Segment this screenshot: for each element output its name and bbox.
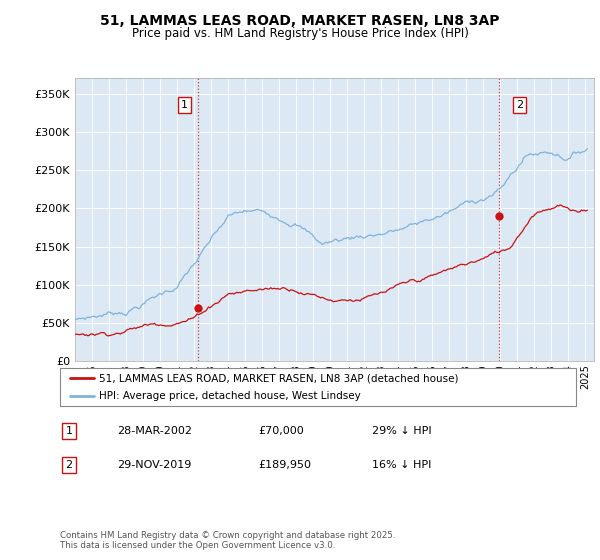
- Text: £70,000: £70,000: [258, 426, 304, 436]
- Text: Contains HM Land Registry data © Crown copyright and database right 2025.
This d: Contains HM Land Registry data © Crown c…: [60, 530, 395, 550]
- Text: Price paid vs. HM Land Registry's House Price Index (HPI): Price paid vs. HM Land Registry's House …: [131, 27, 469, 40]
- Text: £189,950: £189,950: [258, 460, 311, 470]
- Text: 29-NOV-2019: 29-NOV-2019: [117, 460, 191, 470]
- Text: 51, LAMMAS LEAS ROAD, MARKET RASEN, LN8 3AP: 51, LAMMAS LEAS ROAD, MARKET RASEN, LN8 …: [100, 14, 500, 28]
- Text: 16% ↓ HPI: 16% ↓ HPI: [372, 460, 431, 470]
- Text: 29% ↓ HPI: 29% ↓ HPI: [372, 426, 431, 436]
- Text: 1: 1: [65, 426, 73, 436]
- Text: 51, LAMMAS LEAS ROAD, MARKET RASEN, LN8 3AP (detached house): 51, LAMMAS LEAS ROAD, MARKET RASEN, LN8 …: [98, 373, 458, 383]
- Text: 2: 2: [516, 100, 523, 110]
- Text: 2: 2: [65, 460, 73, 470]
- Text: 1: 1: [181, 100, 188, 110]
- Text: 28-MAR-2002: 28-MAR-2002: [117, 426, 192, 436]
- Text: HPI: Average price, detached house, West Lindsey: HPI: Average price, detached house, West…: [98, 391, 361, 401]
